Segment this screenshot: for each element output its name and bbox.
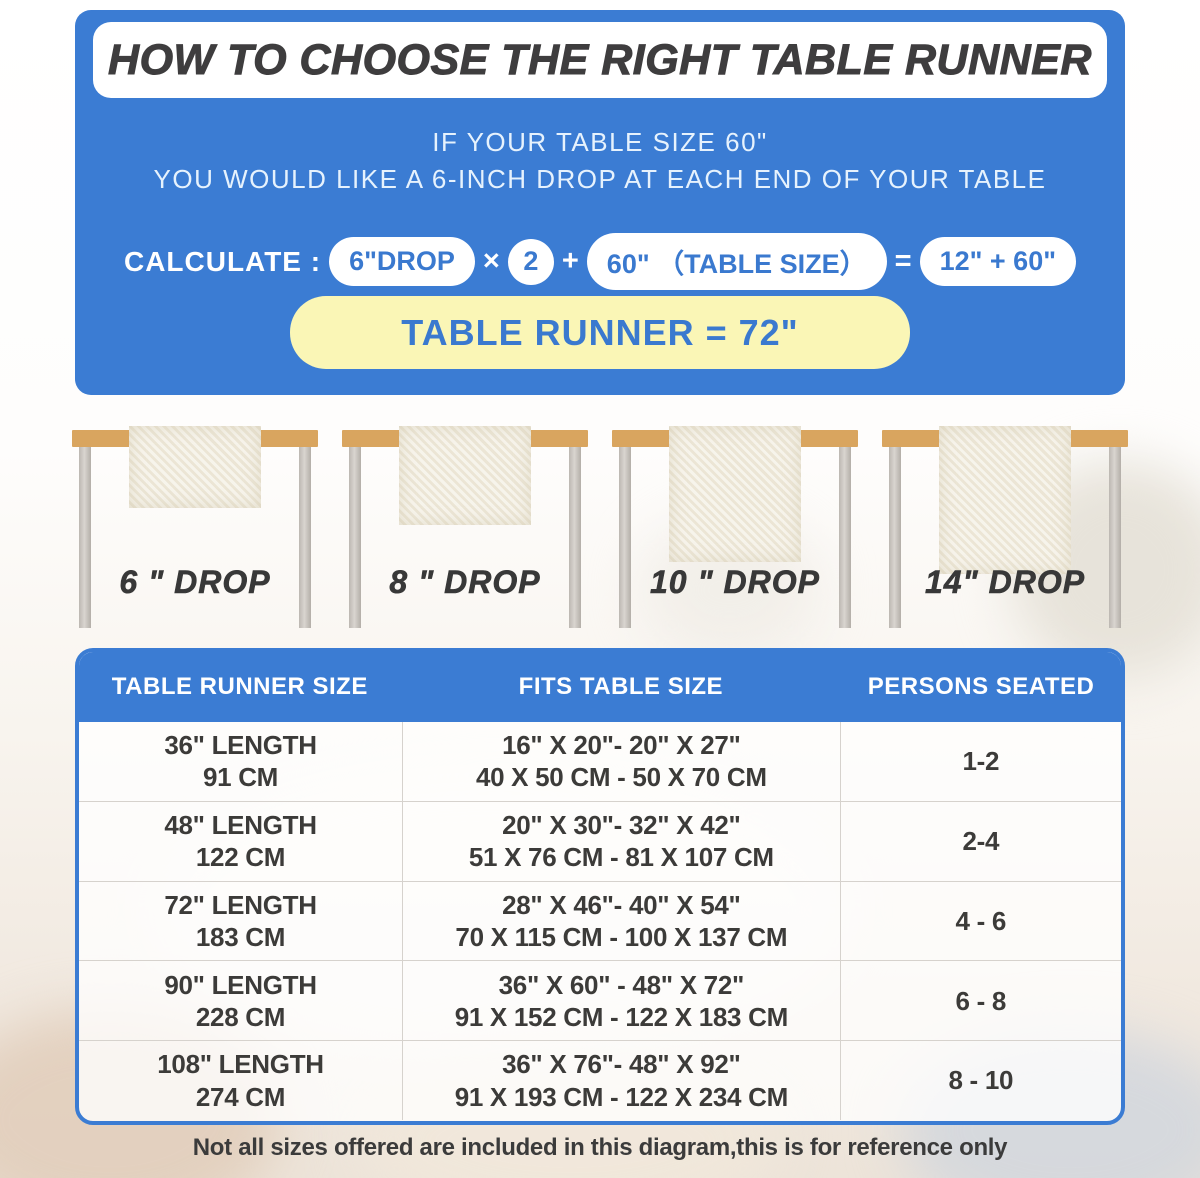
runner-size-inches: 72" LENGTH bbox=[164, 889, 317, 920]
multiplier-badge: 2 bbox=[507, 238, 554, 285]
persons-seated-cell: 8 - 10 bbox=[839, 1041, 1121, 1120]
persons-count: 6 - 8 bbox=[955, 985, 1007, 1016]
subtitle-line-2: YOU WOULD LIKE A 6-INCH DROP AT EACH END… bbox=[153, 164, 1047, 194]
fits-size-inches: 20" X 30"- 32" X 42" bbox=[502, 809, 741, 840]
runner-size-cm: 228 CM bbox=[195, 1001, 286, 1032]
persons-seated-cell: 6 - 8 bbox=[839, 961, 1121, 1041]
fits-size-inches: 16" X 20"- 20" X 27" bbox=[502, 730, 741, 761]
table-row: 90" LENGTH 228 CM 36" X 60" - 48" X 72" … bbox=[79, 960, 1121, 1041]
runner-size-inches: 36" LENGTH bbox=[164, 730, 317, 761]
persons-count: 1-2 bbox=[962, 746, 1000, 777]
drop-label: 10 " DROP bbox=[650, 564, 820, 601]
runner-size-inches: 48" LENGTH bbox=[164, 809, 317, 840]
runner-size-inches: 90" LENGTH bbox=[164, 969, 317, 1000]
size-chart-body: 36" LENGTH 91 CM 16" X 20"- 20" X 27" 40… bbox=[79, 722, 1121, 1120]
runner-size-cm: 183 CM bbox=[195, 921, 286, 952]
fits-table-cell: 36" X 76"- 48" X 92" 91 X 193 CM - 122 X… bbox=[402, 1041, 840, 1120]
column-header-persons: PERSONS SEATED bbox=[867, 672, 1095, 700]
persons-count: 8 - 10 bbox=[948, 1065, 1014, 1096]
runner-size-cm: 122 CM bbox=[195, 842, 286, 873]
table-row: 36" LENGTH 91 CM 16" X 20"- 20" X 27" 40… bbox=[79, 722, 1121, 801]
table-runner bbox=[399, 426, 531, 525]
table-row: 72" LENGTH 183 CM 28" X 46"- 40" X 54" 7… bbox=[79, 880, 1121, 961]
fits-table-cell: 20" X 30"- 32" X 42" 51 X 76 CM - 81 X 1… bbox=[402, 801, 840, 881]
title-bar: HOW TO CHOOSE THE RIGHT TABLE RUNNER bbox=[93, 22, 1107, 98]
persons-count: 4 - 6 bbox=[955, 905, 1007, 936]
calculation-formula: CALCULATE : 6"DROP × 2 + 60" （TABLE SIZE… bbox=[75, 233, 1125, 290]
fits-size-cm: 51 X 76 CM - 81 X 107 CM bbox=[468, 842, 774, 873]
size-chart: TABLE RUNNER SIZE FITS TABLE SIZE PERSON… bbox=[75, 648, 1125, 1125]
multiply-operator: × bbox=[482, 245, 500, 277]
drop-label: 14" DROP bbox=[924, 564, 1086, 601]
runner-size-cell: 72" LENGTH 183 CM bbox=[79, 882, 402, 961]
fits-size-inches: 36" X 76"- 48" X 92" bbox=[502, 1049, 741, 1080]
drop-examples: 6 " DROP 8 " DROP 10 " DROP 14" DROP bbox=[0, 408, 1200, 643]
page-title: HOW TO CHOOSE THE RIGHT TABLE RUNNER bbox=[108, 35, 1092, 84]
runner-size-cell: 36" LENGTH 91 CM bbox=[79, 722, 402, 801]
table-leg bbox=[569, 447, 581, 628]
column-header-fits-table: FITS TABLE SIZE bbox=[518, 672, 724, 700]
table-size-pill: 60" （TABLE SIZE） bbox=[586, 233, 887, 290]
plus-operator: + bbox=[561, 245, 579, 277]
fits-table-cell: 28" X 46"- 40" X 54" 70 X 115 CM - 100 X… bbox=[402, 881, 840, 961]
fits-size-cm: 70 X 115 CM - 100 X 137 CM bbox=[455, 921, 788, 952]
persons-seated-cell: 1-2 bbox=[839, 722, 1121, 801]
calculate-label: CALCULATE : bbox=[123, 245, 322, 277]
equals-operator: = bbox=[894, 245, 912, 277]
table-runner bbox=[129, 426, 261, 508]
table-leg bbox=[79, 447, 91, 628]
fits-size-cm: 91 X 152 CM - 122 X 183 CM bbox=[454, 1001, 789, 1032]
table-leg bbox=[349, 447, 361, 628]
table-row: 48" LENGTH 122 CM 20" X 30"- 32" X 42" 5… bbox=[79, 800, 1121, 881]
runner-size-cm: 274 CM bbox=[195, 1081, 286, 1112]
table-leg bbox=[619, 447, 631, 628]
runner-size-cell: 48" LENGTH 122 CM bbox=[79, 802, 402, 881]
drop-label: 6 " DROP bbox=[119, 564, 271, 601]
subtitle-line-1: IF YOUR TABLE SIZE 60" bbox=[432, 127, 768, 157]
drop-value-pill: 6"DROP bbox=[329, 237, 475, 286]
runner-size-cell: 108" LENGTH 274 CM bbox=[79, 1041, 402, 1120]
fits-size-cm: 40 X 50 CM - 50 X 70 CM bbox=[475, 762, 767, 793]
fits-table-cell: 36" X 60" - 48" X 72" 91 X 152 CM - 122 … bbox=[402, 961, 840, 1041]
persons-seated-cell: 4 - 6 bbox=[839, 881, 1121, 961]
header-panel: HOW TO CHOOSE THE RIGHT TABLE RUNNER IF … bbox=[75, 10, 1125, 395]
table-runner bbox=[939, 426, 1071, 574]
fits-size-inches: 28" X 46"- 40" X 54" bbox=[502, 889, 741, 920]
runner-size-cell: 90" LENGTH 228 CM bbox=[79, 961, 402, 1040]
table-row: 108" LENGTH 274 CM 36" X 76"- 48" X 92" … bbox=[79, 1040, 1121, 1120]
persons-count: 2-4 bbox=[962, 826, 1000, 857]
fits-size-inches: 36" X 60" - 48" X 72" bbox=[498, 969, 745, 1000]
drop-example-14: 14" DROP bbox=[874, 408, 1136, 643]
formula-result-pill: 12" + 60" bbox=[919, 237, 1077, 286]
drop-example-10: 10 " DROP bbox=[604, 408, 866, 643]
table-leg bbox=[889, 447, 901, 628]
table-leg bbox=[299, 447, 311, 628]
drop-label: 8 " DROP bbox=[389, 564, 541, 601]
runner-size-inches: 108" LENGTH bbox=[157, 1049, 324, 1080]
runner-size-cm: 91 CM bbox=[202, 762, 279, 793]
drop-example-8: 8 " DROP bbox=[334, 408, 596, 643]
footnote: Not all sizes offered are included in th… bbox=[192, 1134, 1008, 1161]
table-leg bbox=[839, 447, 851, 628]
fits-table-cell: 16" X 20"- 20" X 27" 40 X 50 CM - 50 X 7… bbox=[402, 722, 840, 801]
size-chart-header: TABLE RUNNER SIZE FITS TABLE SIZE PERSON… bbox=[79, 652, 1121, 722]
column-header-runner-size: TABLE RUNNER SIZE bbox=[111, 672, 368, 700]
table-runner bbox=[669, 426, 801, 562]
table-leg bbox=[1109, 447, 1121, 628]
fits-size-cm: 91 X 193 CM - 122 X 234 CM bbox=[454, 1081, 789, 1112]
result-banner: TABLE RUNNER = 72" bbox=[290, 296, 910, 369]
persons-seated-cell: 2-4 bbox=[839, 801, 1121, 881]
drop-example-6: 6 " DROP bbox=[64, 408, 326, 643]
